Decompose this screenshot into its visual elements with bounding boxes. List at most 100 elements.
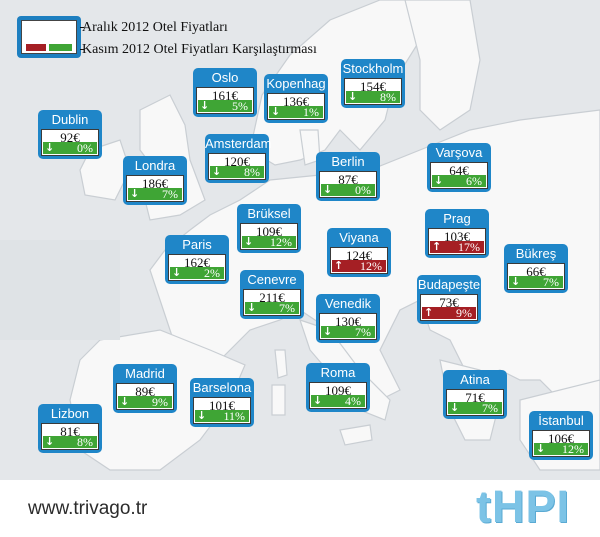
city-name: Stockholm	[341, 59, 405, 78]
city-price: 106€	[548, 431, 574, 446]
arrow-down-icon: ↓	[130, 187, 140, 200]
city-card-body: 103€ ↑ 17%	[425, 226, 489, 258]
price-change-percent: 7%	[543, 275, 559, 289]
arrow-down-icon: ↓	[247, 301, 257, 314]
city-price: 109€	[325, 383, 351, 398]
price-change-percent: 12%	[562, 442, 584, 456]
city-name: Varşova	[427, 143, 491, 162]
city-card: 186€ ↓ 7% Londra	[123, 156, 187, 205]
legend-comparison-label: Kasım 2012 Otel Fiyatları Karşılaştırmas…	[82, 42, 317, 57]
price-change-percent: 0%	[77, 141, 93, 155]
price-change-bar: ↓ 1%	[269, 106, 323, 118]
arrow-up-icon: ↑	[334, 259, 344, 272]
city-card: 89€ ↓ 9% Madrid	[113, 364, 177, 413]
city-card: 136€ ↓ 1% Kopenhag	[264, 74, 328, 123]
arrow-down-icon: ↓	[120, 395, 130, 408]
price-change-percent: 9%	[152, 395, 168, 409]
city-price: 101€	[209, 398, 235, 413]
city-price: 89€	[135, 384, 155, 399]
city-card-panel: 73€ ↑ 9%	[420, 294, 478, 321]
city-card-body: 106€ ↓ 12%	[529, 428, 593, 460]
city-card: 211€ ↓ 7% Cenevre	[240, 270, 304, 319]
city-card-panel: 120€ ↓ 8%	[208, 153, 266, 180]
city-card: 87€ ↓ 0% Berlin	[316, 152, 380, 201]
city-card-body: 154€ ↓ 8%	[341, 76, 405, 108]
city-card: 162€ ↓ 2% Paris	[165, 235, 229, 284]
city-name: Bükreş	[504, 244, 568, 263]
price-change-bar: ↓ 6%	[432, 175, 486, 187]
city-name: Prag	[425, 209, 489, 228]
city-card-panel: 162€ ↓ 2%	[168, 254, 226, 281]
city-card-body: 130€ ↓ 7%	[316, 311, 380, 343]
city-price: 136€	[283, 94, 309, 109]
city-price: 81€	[60, 424, 80, 439]
city-card-panel: 154€ ↓ 8%	[344, 78, 402, 105]
city-name: Madrid	[113, 364, 177, 383]
city-price: 130€	[335, 314, 361, 329]
city-name: Kopenhag	[264, 74, 328, 93]
arrow-down-icon: ↓	[200, 99, 210, 112]
city-card-panel: 81€ ↓ 8%	[41, 423, 99, 450]
footer	[0, 480, 600, 537]
city-card-panel: 161€ ↓ 5%	[196, 87, 254, 114]
price-change-percent: 11%	[223, 409, 245, 423]
city-card: 103€ ↑ 17% Prag	[425, 209, 489, 258]
city-price: 73€	[439, 295, 459, 310]
legend-increase-color	[26, 44, 46, 51]
city-card-body: 101€ ↓ 11%	[190, 395, 254, 427]
legend-swatch	[17, 16, 81, 58]
city-price: 87€	[338, 172, 358, 187]
city-card-body: 124€ ↑ 12%	[327, 245, 391, 277]
city-name: Barselona	[190, 378, 254, 397]
city-card-panel: 106€ ↓ 12%	[532, 430, 590, 457]
city-price: 186€	[142, 176, 168, 191]
arrow-down-icon: ↓	[313, 394, 323, 407]
city-card: 161€ ↓ 5% Oslo	[193, 68, 257, 117]
city-name: Roma	[306, 363, 370, 382]
city-card-panel: 136€ ↓ 1%	[267, 93, 325, 120]
city-name: Viyana	[327, 228, 391, 247]
city-card: 92€ ↓ 0% Dublin	[38, 110, 102, 159]
city-card-body: 211€ ↓ 7%	[240, 287, 304, 319]
city-name: Cenevre	[240, 270, 304, 289]
arrow-down-icon: ↓	[323, 325, 333, 338]
city-price: 120€	[224, 154, 250, 169]
city-card-body: 66€ ↓ 7%	[504, 261, 568, 293]
city-card-body: 71€ ↓ 7%	[443, 387, 507, 419]
price-change-bar: ↓ 7%	[245, 302, 299, 314]
price-change-bar: ↑ 17%	[430, 241, 484, 253]
city-price: 154€	[360, 79, 386, 94]
site-url-link[interactable]: www.trivago.tr	[28, 498, 148, 519]
price-change-bar: ↓ 4%	[311, 395, 365, 407]
city-card: 101€ ↓ 11% Barselona	[190, 378, 254, 427]
price-change-bar: ↓ 8%	[346, 91, 400, 103]
price-change-bar: ↓ 7%	[448, 402, 502, 414]
city-card-body: 120€ ↓ 8%	[205, 151, 269, 183]
city-price: 71€	[465, 390, 485, 405]
price-change-percent: 8%	[77, 435, 93, 449]
city-name: Dublin	[38, 110, 102, 129]
city-card-panel: 101€ ↓ 11%	[193, 397, 251, 424]
price-change-percent: 17%	[458, 240, 480, 254]
price-change-percent: 12%	[360, 259, 382, 273]
arrow-down-icon: ↓	[511, 275, 521, 288]
city-card-panel: 124€ ↑ 12%	[330, 247, 388, 274]
price-change-percent: 7%	[355, 325, 371, 339]
price-change-percent: 2%	[204, 266, 220, 280]
city-name: Brüksel	[237, 204, 301, 223]
price-change-bar: ↓ 12%	[534, 443, 588, 455]
arrow-down-icon: ↓	[450, 401, 460, 414]
price-change-percent: 8%	[380, 90, 396, 104]
price-change-bar: ↓ 8%	[210, 166, 264, 178]
arrow-down-icon: ↓	[323, 183, 333, 196]
price-change-percent: 7%	[162, 187, 178, 201]
legend-tick-1	[80, 27, 84, 28]
arrow-down-icon: ↓	[434, 174, 444, 187]
price-change-percent: 5%	[232, 99, 248, 113]
city-card-body: 92€ ↓ 0%	[38, 127, 102, 159]
city-card-body: 162€ ↓ 2%	[165, 252, 229, 284]
arrow-down-icon: ↓	[172, 266, 182, 279]
city-card-body: 87€ ↓ 0%	[316, 169, 380, 201]
thpi-logo: tHPI	[476, 481, 570, 532]
city-card: 154€ ↓ 8% Stockholm	[341, 59, 405, 108]
